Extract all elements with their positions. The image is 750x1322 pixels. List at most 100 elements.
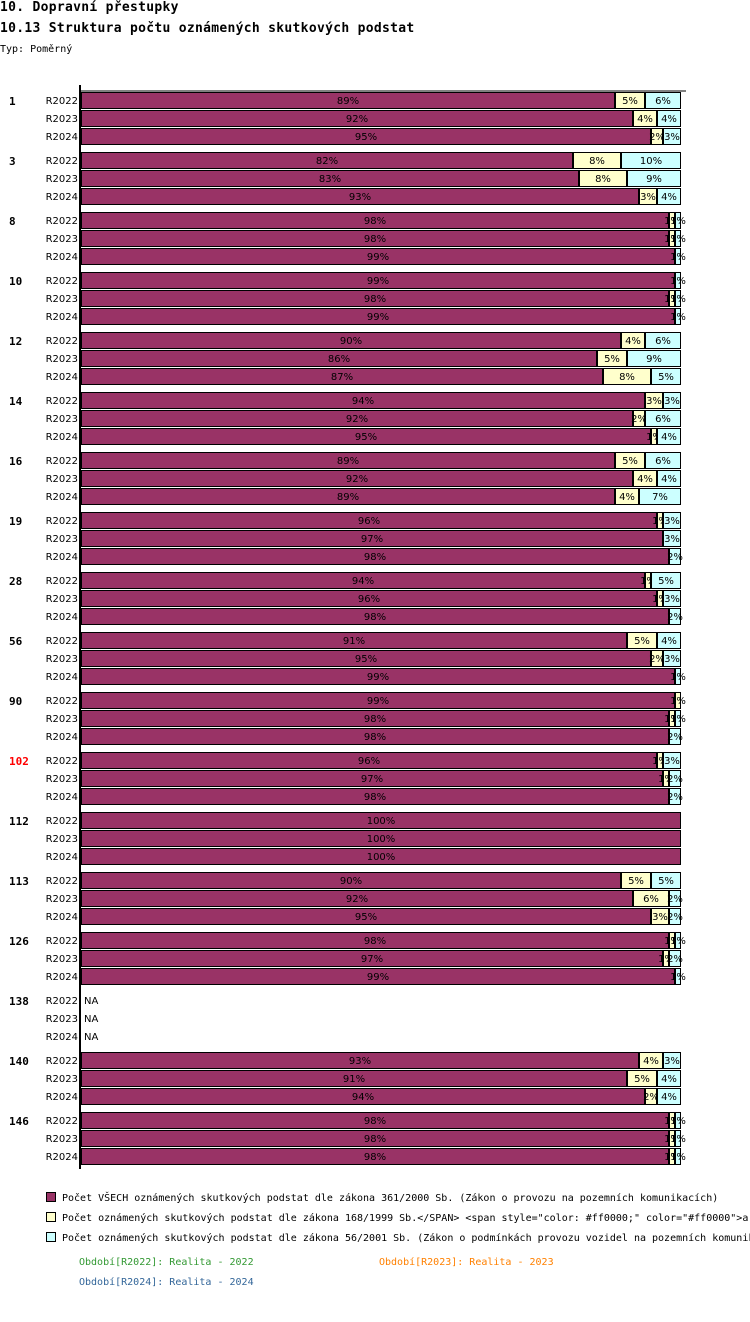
bar-segment-all xyxy=(81,248,675,265)
bar-value-label: 2% xyxy=(667,552,683,563)
period-legend-r2024: Období[R2024]: Realita - 2024 xyxy=(79,1277,254,1288)
bar-value-label: 3% xyxy=(646,396,662,407)
bar-segment-all xyxy=(81,530,663,547)
bar-segment-law56 xyxy=(663,1052,681,1069)
bar-value-label: 2% xyxy=(631,414,647,425)
bar-value-label: 5% xyxy=(604,354,620,365)
bar-segment-all xyxy=(81,128,651,145)
bar-segment-law56 xyxy=(675,272,681,289)
bar-value-label: 4% xyxy=(661,114,677,125)
na-label: NA xyxy=(84,1032,98,1043)
bar-value-label: 5% xyxy=(634,636,650,647)
bar-segment-all xyxy=(81,710,669,727)
bar-value-label: 96% xyxy=(358,594,380,605)
bar-value-label: 9% xyxy=(646,354,662,365)
bar-value-label: 99% xyxy=(367,252,389,263)
period-label: R2022 xyxy=(46,636,78,647)
bar-value-label: 92% xyxy=(346,114,368,125)
bar-value-label: 92% xyxy=(346,474,368,485)
bar-value-label: 99% xyxy=(367,312,389,323)
period-label: R2023 xyxy=(46,234,78,245)
group-label: 113 xyxy=(9,875,29,888)
period-label: R2022 xyxy=(46,516,78,527)
bar-segment-all xyxy=(81,152,573,169)
bar-value-label: 9% xyxy=(646,174,662,185)
bar-value-label: 4% xyxy=(661,636,677,647)
bar-value-label: 3% xyxy=(664,534,680,545)
bar-segment-all xyxy=(81,950,663,967)
bar-value-label: 2% xyxy=(667,792,683,803)
bar-value-label: 10% xyxy=(640,156,662,167)
period-label: R2022 xyxy=(46,396,78,407)
bar-segment-law56 xyxy=(669,908,681,925)
bar-value-label: 86% xyxy=(328,354,350,365)
period-label: R2023 xyxy=(46,954,78,965)
bar-value-label: 4% xyxy=(637,114,653,125)
bar-segment-law168 xyxy=(627,632,657,649)
bar-segment-all xyxy=(81,668,675,685)
group-label: 140 xyxy=(9,1055,29,1068)
bar-segment-law56 xyxy=(627,350,681,367)
bar-value-label: 93% xyxy=(349,192,371,203)
period-label: R2023 xyxy=(46,174,78,185)
bar-value-label: 4% xyxy=(643,1056,659,1067)
bar-segment-law168 xyxy=(633,110,657,127)
bar-segment-all xyxy=(81,932,669,949)
period-label: R2022 xyxy=(46,816,78,827)
period-label: R2023 xyxy=(46,654,78,665)
bar-value-label: 2% xyxy=(649,132,665,143)
bar-segment-law56 xyxy=(651,872,681,889)
bar-segment-law56 xyxy=(675,308,681,325)
bar-segment-law56 xyxy=(639,488,681,505)
period-label: R2024 xyxy=(46,192,78,203)
period-label: R2023 xyxy=(46,714,78,725)
bar-segment-all xyxy=(81,170,579,187)
bar-segment-all xyxy=(81,608,669,625)
legend-item-law56: Počet oznámených skutkových podstat dle … xyxy=(46,1232,750,1244)
bar-value-label: 97% xyxy=(361,954,383,965)
group-label: 19 xyxy=(9,515,22,528)
bar-segment-all xyxy=(81,308,675,325)
bar-value-label: 4% xyxy=(661,1074,677,1085)
group-label: 12 xyxy=(9,335,22,348)
bar-segment-all xyxy=(81,392,645,409)
bar-segment-all xyxy=(81,1088,645,1105)
period-label: R2024 xyxy=(46,1092,78,1103)
bar-segment-law56 xyxy=(675,1148,681,1165)
bar-segment-all xyxy=(81,290,669,307)
bar-segment-law56 xyxy=(657,1088,681,1105)
bar-value-label: 100% xyxy=(367,834,396,845)
bar-value-label: 91% xyxy=(343,636,365,647)
bar-segment-law56 xyxy=(657,632,681,649)
bar-segment-law168 xyxy=(663,770,669,787)
bar-segment-all xyxy=(81,92,615,109)
bar-value-label: 98% xyxy=(364,552,386,563)
bar-value-label: 6% xyxy=(643,894,659,905)
period-label: R2022 xyxy=(46,876,78,887)
bar-segment-law168 xyxy=(573,152,621,169)
bar-value-label: 3% xyxy=(664,654,680,665)
bar-segment-law168 xyxy=(669,1112,675,1129)
bar-segment-law56 xyxy=(657,1070,681,1087)
period-label: R2023 xyxy=(46,474,78,485)
bar-value-label: 1% xyxy=(670,234,686,245)
period-label: R2022 xyxy=(46,336,78,347)
chart-title: 10.13 Struktura počtu oznámených skutkov… xyxy=(0,21,415,36)
bar-segment-all xyxy=(81,272,675,289)
bar-value-label: 98% xyxy=(364,1116,386,1127)
legend-item-law168: Počet oznámených skutkových podstat dle … xyxy=(46,1212,748,1224)
bar-segment-all xyxy=(81,1112,669,1129)
bar-segment-all xyxy=(81,692,675,709)
bar-value-label: 1% xyxy=(670,276,686,287)
bar-value-label: 4% xyxy=(661,192,677,203)
bar-value-label: 1% xyxy=(646,432,662,443)
bar-value-label: 96% xyxy=(358,756,380,767)
bar-value-label: 97% xyxy=(361,774,383,785)
section-title: 10. Dopravní přestupky xyxy=(0,0,179,15)
bar-value-label: 1% xyxy=(664,234,680,245)
bar-value-label: 98% xyxy=(364,936,386,947)
bar-value-label: 1% xyxy=(670,1134,686,1145)
bar-segment-all xyxy=(81,1148,669,1165)
bar-value-label: 1% xyxy=(670,1152,686,1163)
bar-value-label: 97% xyxy=(361,534,383,545)
